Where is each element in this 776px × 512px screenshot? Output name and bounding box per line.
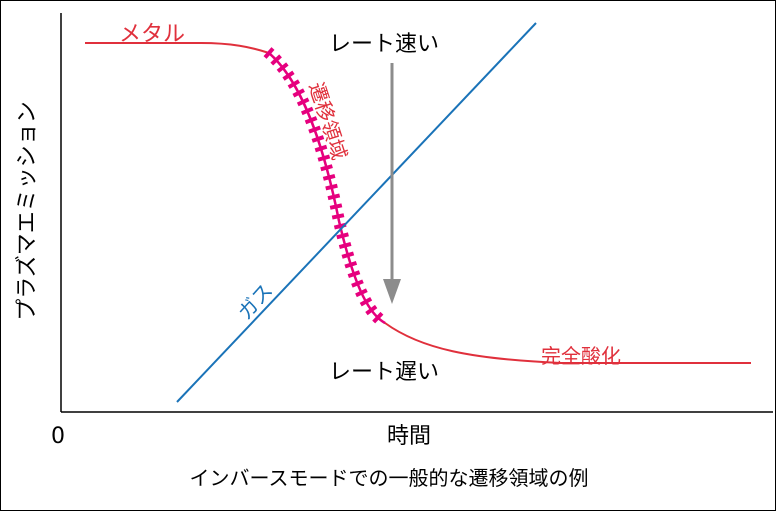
transition-marker: [325, 183, 338, 191]
diagram-title: インバースモードでの一般的な遷移領域の例: [190, 466, 589, 490]
transition-marker: [344, 260, 358, 269]
transition-marker: [355, 288, 368, 298]
transition-marker: [320, 164, 333, 172]
transition-marker: [317, 154, 331, 162]
oxide-label: 完全酸化: [541, 344, 621, 368]
emission-curve: [85, 42, 751, 364]
transition-marker: [338, 242, 352, 250]
transition-marker: [351, 279, 364, 288]
transition-marker: [331, 213, 345, 220]
rate-arrow-head: [383, 279, 401, 304]
metal-label: メタル: [119, 22, 185, 47]
transition-marker: [329, 203, 343, 210]
y-axis-label: プラズマエミッション: [15, 101, 40, 321]
transition-marker: [292, 88, 305, 98]
transition-marker: [308, 125, 321, 134]
transition-marker: [296, 97, 310, 107]
x-origin-label: 0: [51, 424, 65, 449]
transition-marker: [263, 47, 275, 59]
transition-marker: [282, 70, 295, 81]
transition-marker: [304, 116, 318, 125]
transition-marker: [365, 304, 378, 316]
transition-marker: [336, 232, 349, 240]
transition-marker: [314, 144, 328, 153]
gas-line: [176, 22, 537, 403]
transition-marker: [359, 296, 373, 307]
transition-marker: [300, 106, 314, 116]
transition-marker: [347, 270, 361, 279]
rate-slow-label: レート遅い: [329, 360, 439, 385]
transition-marker: [341, 251, 355, 259]
transition-marker: [327, 193, 341, 201]
rate-fast-label: レート速い: [329, 32, 439, 57]
transition-marker: [276, 62, 289, 73]
gas-label: ガス: [233, 279, 278, 325]
transition-marker: [322, 173, 336, 181]
transition-marker: [270, 54, 282, 66]
transition-region-markers: [263, 47, 384, 324]
x-axis-label: 時間: [387, 424, 431, 449]
transition-marker: [287, 79, 301, 89]
transition-marker: [311, 135, 325, 143]
transition-marker: [372, 311, 384, 324]
